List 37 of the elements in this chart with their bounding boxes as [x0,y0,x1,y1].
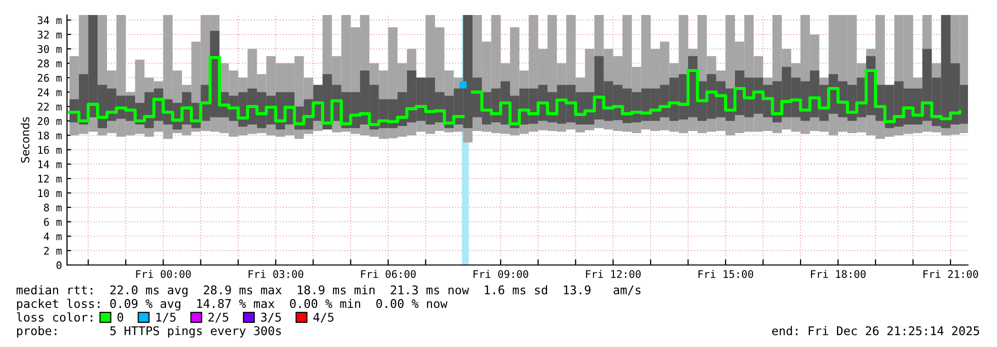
y-tick-label: 16 m [38,146,62,154]
y-tick-label: 0 [56,261,62,270]
y-tick-label: 18 m [38,132,62,140]
y-tick-label: 8 m [44,204,62,212]
x-tick-label: Fri 21:00 [923,270,978,278]
legend-label: 2/5 [208,312,228,323]
y-tick-label: 28 m [38,60,62,68]
text: packet loss: 0.09 % avg 14.87 % max 0.00 % min 0.00 % now [17,298,448,310]
y-tick-label: 34 m [38,16,62,24]
text: end: Fri Dec 26 21:25:14 2025 [772,326,980,336]
y-tick-label: 26 m [38,74,62,82]
x-tick-label: Fri 06:00 [361,270,416,278]
x-tick-label: Fri 03:00 [248,270,304,278]
y-tick-label: 12 m [38,174,62,183]
legend-label: 1/5 [156,312,176,323]
y-tick-label: 22 m [38,102,62,110]
y-tick-label: 20 m [38,117,62,126]
x-tick-label: Fri 09:00 [474,270,528,278]
legend-label: 4/5 [313,312,334,323]
text: probe: 5 HTTPS pings every 300s [17,326,281,338]
y-tick-label: 24 m [38,88,62,96]
x-tick-label: Fri 18:00 [811,270,866,278]
x-tick-label: Fri 15:00 [698,270,754,278]
y-tick-label: 10 m [38,189,62,198]
x-tick-label: Fri 00:00 [136,270,191,278]
y-tick-label: 30 m [38,45,62,53]
y-tick-label: 32 m [38,30,62,39]
y-tick-label: 2 m [44,246,62,255]
text: median rtt: 22.0 ms avg 28.9 ms max 18.9 ms min 21.3 ms now 1.6 ms sd 13.9 am/s [16,285,640,297]
legend-label: 3/5 [261,312,281,323]
legend-title: loss color: [16,312,92,322]
legend-label: 0 [118,312,124,322]
x-tick-label: Fri 12:00 [586,270,641,278]
y-tick-label: 4 m [44,232,62,240]
y-tick-label: 6 m [44,218,62,226]
y-tick-label: 14 m [38,160,62,168]
y-axis-title: Seconds [20,117,30,163]
